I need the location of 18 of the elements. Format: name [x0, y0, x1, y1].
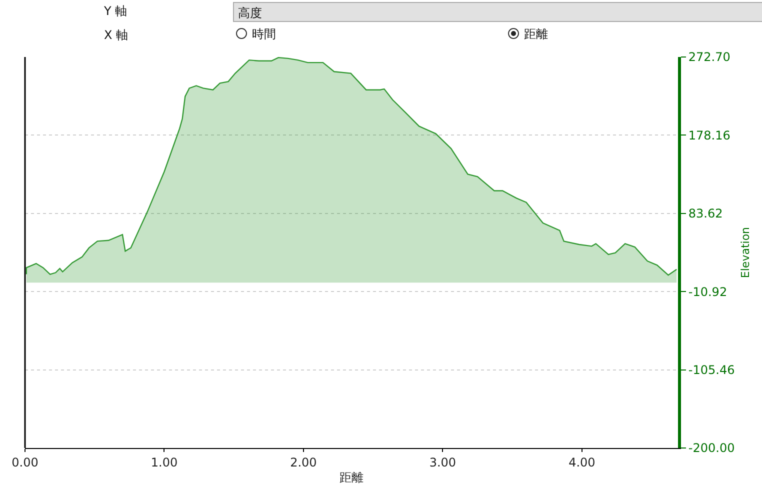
x-tick-label: 3.00	[429, 455, 456, 470]
y-tick-label: 272.70	[688, 50, 730, 64]
text: 時間	[252, 26, 276, 43]
text: X 軸	[104, 27, 128, 44]
x-tick-label: 0.00	[12, 455, 38, 470]
y-tick-label: -105.46	[688, 363, 735, 377]
x-tick-label: 4.00	[568, 455, 596, 470]
y-tick-label: -200.00	[688, 441, 735, 456]
y-tick-label: 83.62	[688, 206, 723, 221]
x-tick-label: 2.00	[290, 455, 317, 470]
y-tick-label: 178.16	[688, 128, 730, 142]
x-tick-label: 1.00	[150, 455, 178, 470]
text: Y 軸	[104, 3, 128, 20]
y-axis-title: Elevation	[738, 226, 752, 278]
text: 距離	[524, 26, 548, 43]
x-axis-title: 距離	[340, 470, 364, 484]
dropdown-field: 高度	[233, 2, 762, 22]
y-tick-label: -10.92	[688, 284, 728, 299]
